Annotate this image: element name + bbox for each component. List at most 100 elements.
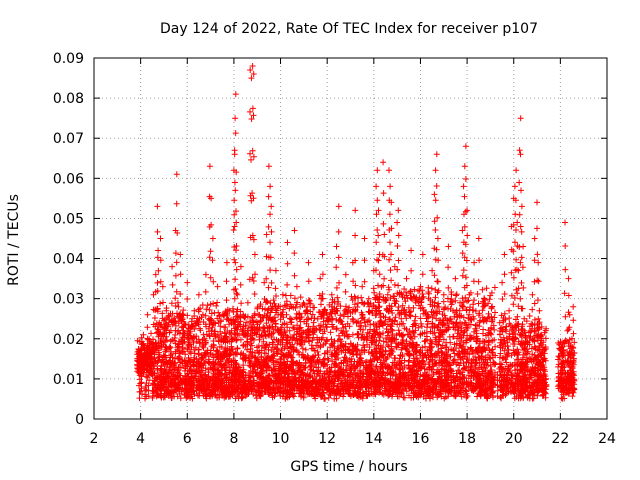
dense-point [395,327,402,334]
data-point [138,367,145,374]
data-point-trail [155,267,162,274]
data-point-trail [184,361,191,368]
dense-point [154,392,161,399]
dense-point [372,312,379,319]
dense-point [316,372,323,379]
dense-point [483,318,490,325]
dense-point [349,349,355,355]
dense-point [487,292,494,299]
dense-point [319,359,326,366]
dense-point [254,327,261,334]
dense-point [264,376,271,383]
dense-point [215,309,222,316]
dense-point [160,394,167,401]
dense-point [167,310,174,317]
data-point-trail [168,300,175,307]
data-point-trail [205,366,212,373]
dense-point [385,383,392,390]
data-point-trail [174,369,181,376]
dense-point [464,298,471,305]
dense-point [439,331,446,338]
data-point-trail [177,291,184,297]
dense-point [460,360,467,367]
data-point-trail [214,347,221,354]
data-point-trail [210,278,217,285]
dense-point [218,317,224,324]
data-point-trail [144,336,151,343]
dense-point [201,335,208,342]
dense-point [341,376,348,382]
dense-point [528,374,535,381]
dense-point [489,373,496,380]
dense-point [491,326,498,333]
dense-point [353,346,360,353]
dense-point [324,317,331,324]
dense-point [429,314,436,321]
data-point-trail [200,392,207,399]
dense-point [287,292,294,299]
data-points [134,63,578,402]
data-point-trail [202,340,209,347]
dense-point [267,378,274,385]
data-point [209,235,216,242]
dense-point [490,376,497,383]
dense-point [311,328,318,335]
dense-point [338,318,345,325]
data-point-trail [169,281,176,288]
dense-point [238,393,245,400]
dense-point [311,361,318,367]
dense-point [313,373,320,380]
dense-point [152,388,158,395]
data-point-trail [158,373,165,380]
data-point-trail [159,331,166,338]
dense-point [474,390,481,397]
data-point [232,115,239,122]
data-point-trail [157,322,164,329]
data-point [154,203,161,210]
dense-point [385,329,392,336]
dense-point [259,332,266,339]
data-point-trail [219,392,226,399]
dense-point [193,317,200,324]
dense-point [315,379,322,386]
dense-point [134,337,141,344]
dense-point [361,336,367,343]
data-point-trail [156,354,162,361]
data-point-trail [208,327,215,334]
data-point-trail [161,352,168,359]
data-point-trail [140,341,147,348]
dense-point [320,318,327,325]
dense-point [528,320,535,327]
dense-point [298,393,304,400]
dense-point [355,300,361,307]
data-point-trail [231,256,238,263]
dense-point [481,302,488,309]
dense-point [503,323,510,330]
dense-point [362,359,369,366]
dense-point [334,345,341,352]
dense-point [515,395,522,402]
dense-point [384,342,391,349]
dense-point [241,314,248,321]
dense-point [542,335,549,342]
data-point-trail [205,373,212,380]
dense-point [474,321,480,328]
dense-point [269,394,276,401]
dense-point [464,367,471,374]
dense-point [162,324,168,331]
data-point-trail [171,380,178,387]
dense-point [433,379,440,386]
dense-point [146,345,153,352]
dense-point [485,310,492,317]
data-point-trail [225,391,232,398]
dense-point [148,330,154,337]
data-point-trail [184,296,191,302]
data-point [145,371,152,378]
dense-point [389,363,395,370]
dense-point [406,366,413,372]
dense-point [359,311,366,318]
data-point [140,331,147,338]
dense-point [463,359,470,365]
dense-point [403,338,410,345]
dense-point [444,295,451,302]
